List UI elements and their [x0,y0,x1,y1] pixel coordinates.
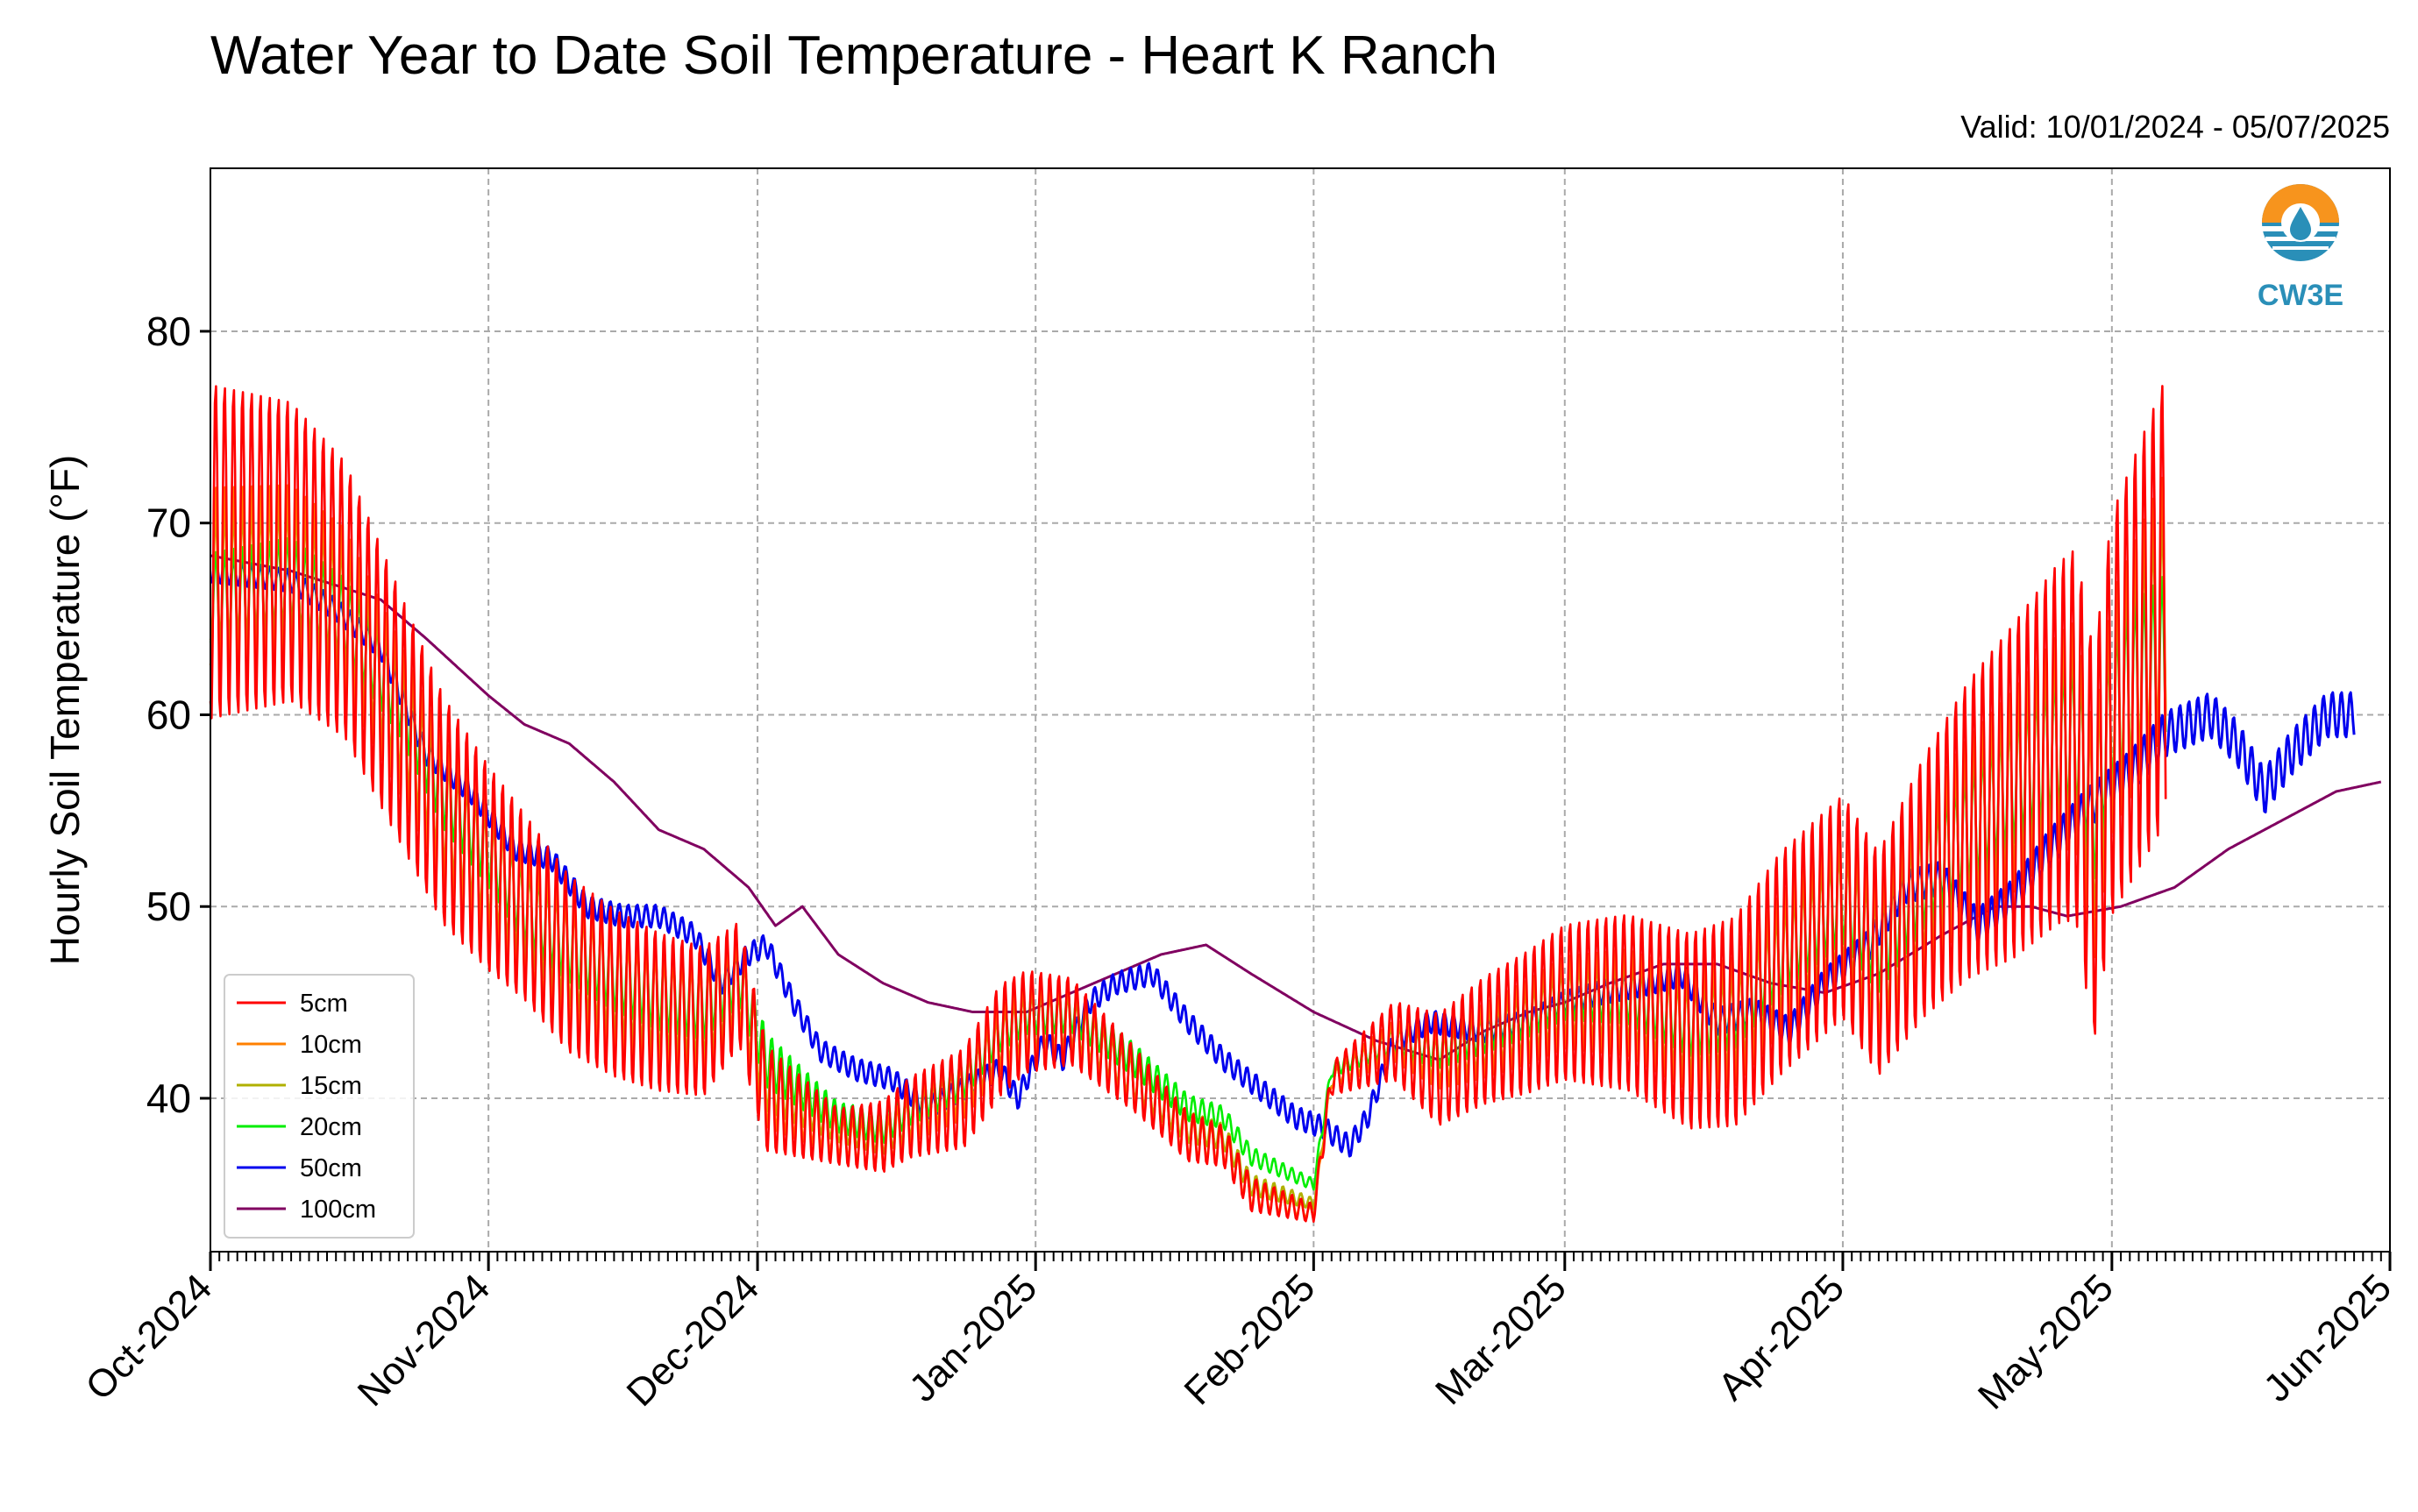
x-minor-ticks [210,1252,2391,1261]
legend-label: 100cm [300,1196,376,1224]
y-tick-label: 80 [146,309,191,354]
legend-label: 5cm [300,990,348,1018]
y-tick-label: 60 [146,692,191,737]
cw3e-logo: CW3E [2258,184,2343,312]
plot-frame [210,167,2391,1253]
logo-text: CW3E [2258,279,2343,312]
x-minor-tick-marks [210,1252,2391,1261]
x-tick-label: Oct-2024 [77,1266,220,1409]
series-line-100cm [210,554,2382,1061]
y-tick-label: 40 [146,1075,191,1121]
legend-label: 10cm [300,1031,362,1059]
x-tick-label: Nov-2024 [350,1266,499,1415]
legend-box [224,974,415,1239]
x-tick-label: May-2025 [1970,1266,2122,1417]
chart-grid [210,168,2390,1252]
chart-series-layer [209,385,2382,1223]
x-tick-label: Feb-2025 [1177,1266,1324,1413]
x-tick-label: Dec-2024 [619,1266,768,1415]
x-tick-label: Jun-2025 [2256,1266,2400,1409]
y-tick-label: 70 [146,500,191,546]
x-tick-label: Apr-2025 [1710,1266,1853,1409]
legend-label: 20cm [300,1113,362,1141]
y-axis-label: Hourly Soil Temperature (°F) [42,455,88,966]
valid-date-range: Valid: 10/01/2024 - 05/07/2025 [1960,109,2390,145]
chart-legend: 5cm 10cm 15cm 20cm 50cm 100cm [224,974,415,1239]
series-line-5cm [209,385,2167,1223]
x-tick-label: Jan-2025 [901,1266,1045,1409]
x-tick-label: Mar-2025 [1427,1266,1575,1413]
water-drop-logo-icon [2262,184,2339,261]
y-tick-label: 50 [146,884,191,929]
legend-label: 50cm [300,1154,362,1182]
page-title: Water Year to Date Soil Temperature - He… [210,25,1498,86]
legend-label: 15cm [300,1072,362,1100]
